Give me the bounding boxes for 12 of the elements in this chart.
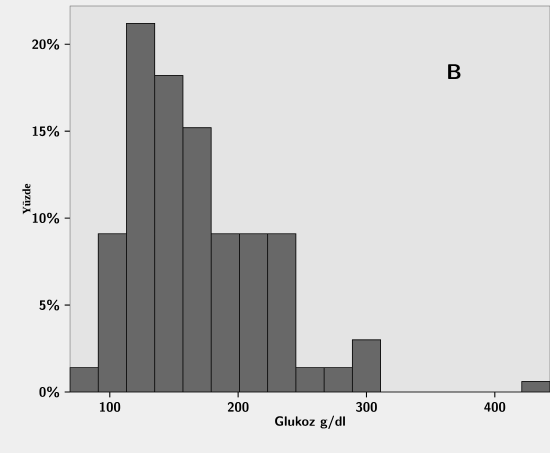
y-axis-title: Yüzde — [22, 184, 30, 214]
x-tick-label: 100 — [100, 402, 120, 412]
x-tick-label: 200 — [228, 402, 249, 412]
x-axis-title: Glukoz g/dl — [275, 416, 345, 430]
y-tick-label: 15% — [32, 126, 60, 137]
y-tick-label: 5% — [39, 300, 60, 310]
y-tick-label: 0% — [39, 386, 60, 398]
annotation: B — [448, 64, 460, 80]
x-tick-label: 400 — [484, 402, 506, 412]
y-tick-label: 20% — [32, 38, 60, 50]
y-tick-label: 10% — [32, 212, 60, 224]
x-tick-label: 300 — [356, 402, 377, 412]
